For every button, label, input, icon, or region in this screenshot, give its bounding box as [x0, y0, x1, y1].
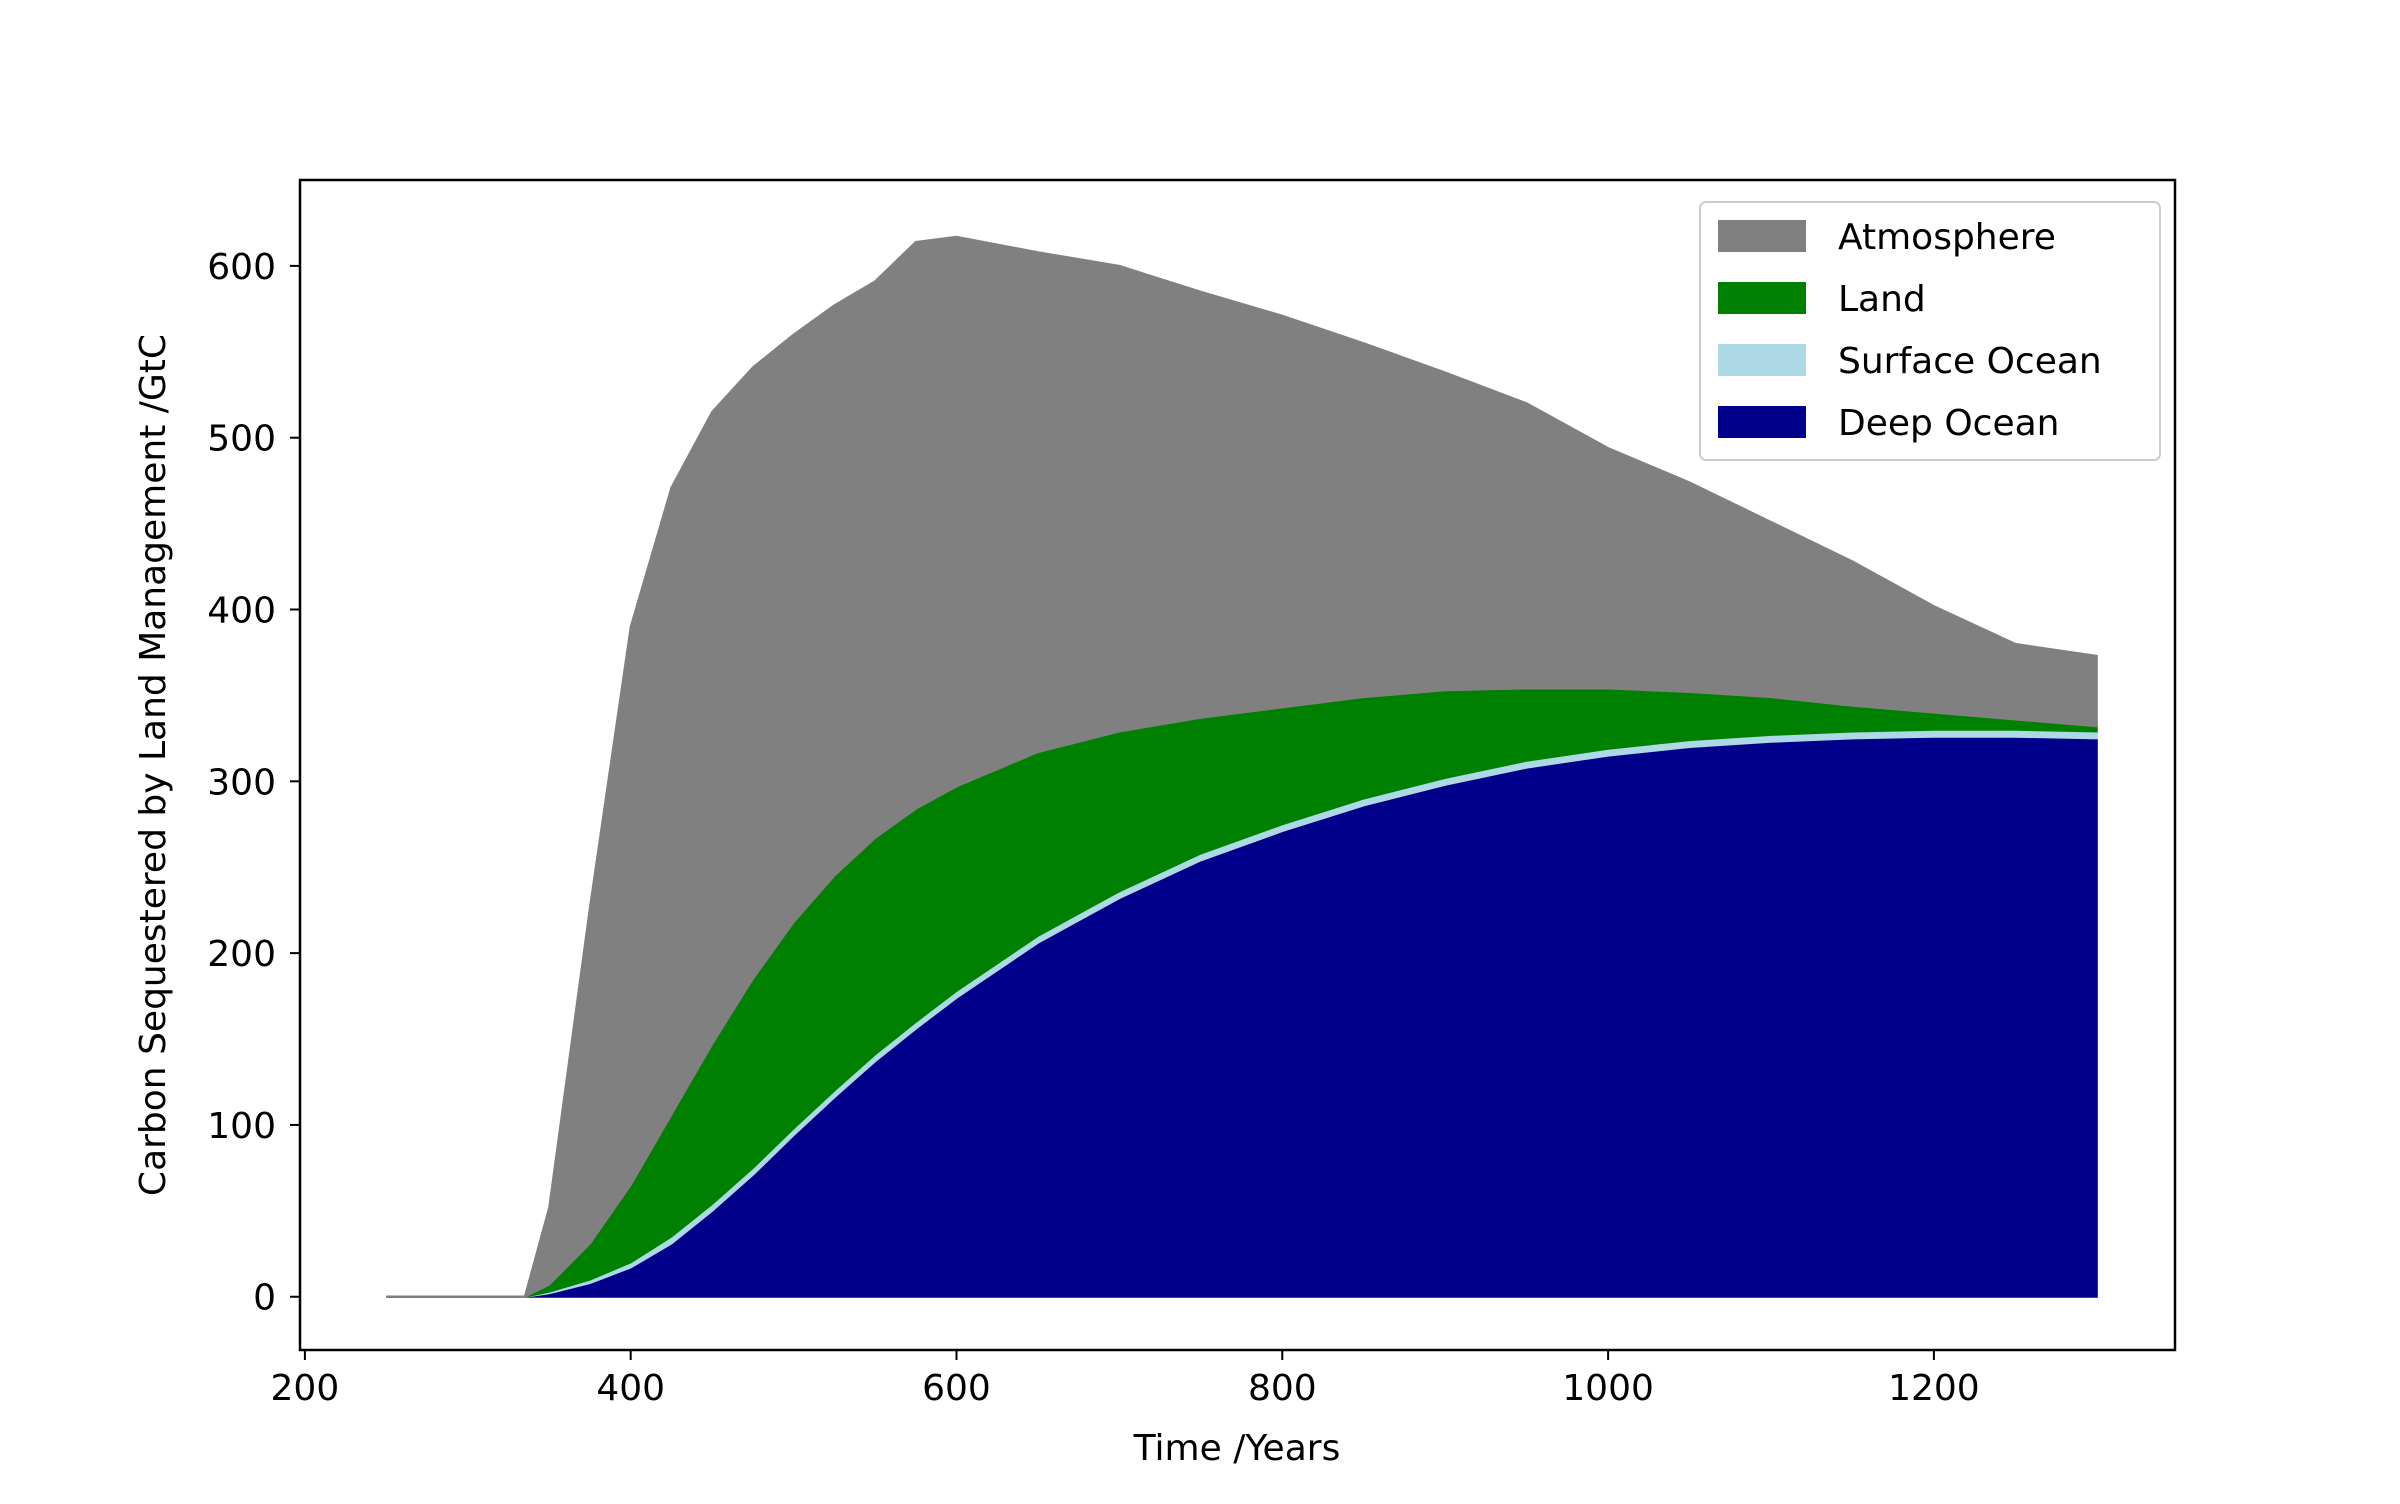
- x-axis: 200 400 600 800 1000 1200: [271, 1350, 1980, 1409]
- legend-swatch: [1718, 220, 1806, 252]
- area-atmosphere: [386, 235, 2098, 1298]
- legend-swatch: [1718, 344, 1806, 376]
- legend-box: [1699, 201, 2161, 461]
- y-tick-label: 600: [207, 247, 276, 288]
- legend-swatch: [1718, 282, 1806, 314]
- x-tick-label: 400: [596, 1368, 665, 1409]
- x-tick-label: 1000: [1562, 1368, 1654, 1409]
- y-tick-label: 500: [207, 419, 276, 460]
- y-tick-label: 0: [253, 1278, 276, 1319]
- y-tick-label: 200: [207, 934, 276, 975]
- y-axis: 0 100 200 300 400 500 600: [207, 247, 300, 1319]
- y-tick-label: 100: [207, 1106, 276, 1147]
- legend: Atmosphere Land Surface Ocean Deep Ocean: [1699, 201, 2161, 461]
- y-axis-label: Carbon Sequestered by Land Management /G…: [133, 334, 174, 1196]
- x-tick-label: 1200: [1888, 1368, 1980, 1409]
- x-tick-label: 600: [922, 1368, 991, 1409]
- plot-frame: [298, 178, 2177, 1352]
- legend-label: Atmosphere: [1838, 217, 2056, 258]
- legend-label: Surface Ocean: [1838, 341, 2102, 382]
- x-axis-label: Time /Years: [1133, 1428, 1341, 1469]
- areas-layer: [386, 235, 2098, 1298]
- x-tick-label: 200: [271, 1368, 340, 1409]
- legend-label: Land: [1838, 279, 1926, 320]
- y-tick-label: 300: [207, 762, 276, 803]
- legend-swatch: [1718, 406, 1806, 438]
- legend-label: Deep Ocean: [1838, 403, 2059, 444]
- y-tick-label: 400: [207, 591, 276, 632]
- x-tick-label: 800: [1248, 1368, 1317, 1409]
